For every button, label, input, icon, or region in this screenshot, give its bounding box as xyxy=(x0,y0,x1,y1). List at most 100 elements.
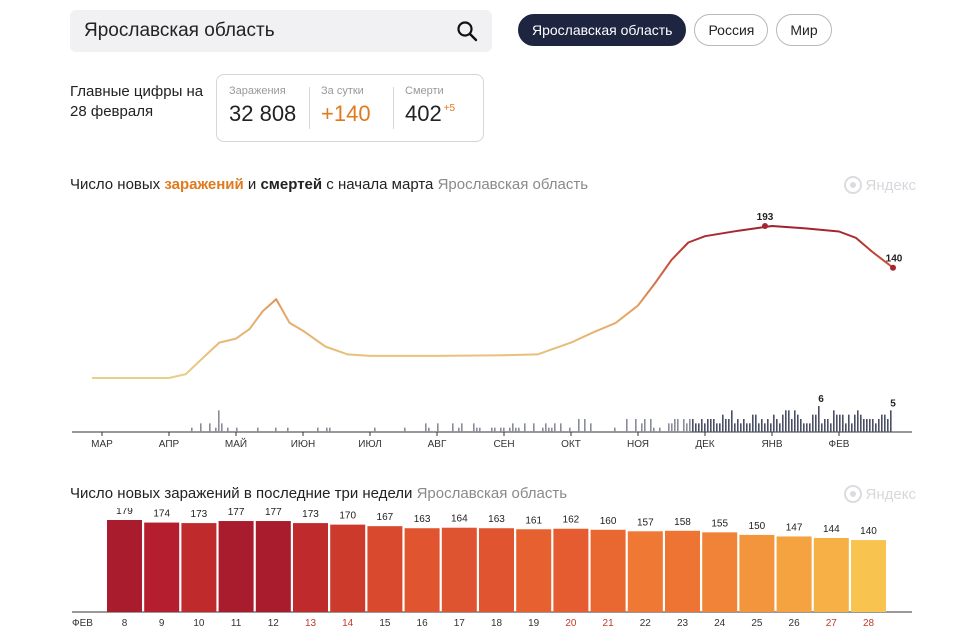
day-label: 10 xyxy=(193,618,205,629)
death-bar xyxy=(578,419,580,432)
day-label: 18 xyxy=(491,618,503,629)
stat-daily-label: За сутки xyxy=(321,85,364,97)
day-value-label: 155 xyxy=(711,518,728,529)
death-bar xyxy=(554,423,556,432)
day-value-label: 167 xyxy=(377,512,394,523)
death-bar xyxy=(545,423,547,432)
tab-russia[interactable]: Россия xyxy=(694,14,769,46)
day-value-label: 160 xyxy=(600,516,617,527)
x-tick-label: ФЕВ xyxy=(829,439,850,450)
death-bar xyxy=(287,427,289,432)
day-bar xyxy=(776,536,812,612)
day-bar xyxy=(144,522,180,612)
stat-deaths-delta: +5 xyxy=(443,103,456,114)
region-search-input[interactable]: Ярославская область xyxy=(70,10,492,52)
death-bar xyxy=(677,419,679,432)
chart1-title-part5: с начала марта xyxy=(322,176,434,193)
day-label: 28 xyxy=(863,618,875,629)
death-bar xyxy=(764,423,766,432)
brand-label: Яндекс xyxy=(865,176,916,194)
day-bar xyxy=(107,520,142,612)
chart1-title: Число новых заражений и смертей с начала… xyxy=(70,176,588,193)
death-bar xyxy=(326,427,328,432)
chart1-title-part1: Число новых xyxy=(70,176,165,193)
key-figures-title: Главные цифры на 28 февраля xyxy=(70,83,204,120)
death-bar xyxy=(650,419,652,432)
day-value-label: 173 xyxy=(302,509,319,520)
stat-deaths-value-wrap: 402 +5 xyxy=(405,101,483,127)
death-bar xyxy=(860,414,862,432)
death-bar xyxy=(458,427,460,432)
death-bar xyxy=(551,427,553,432)
brand-label: Яндекс xyxy=(865,485,916,503)
day-label: 14 xyxy=(342,618,354,629)
stat-daily-value: +140 xyxy=(321,101,371,126)
death-bar xyxy=(800,419,802,432)
death-bar xyxy=(710,419,712,432)
x-tick-label: АВГ xyxy=(428,439,447,450)
last-three-weeks-chart: ФЕВ 179 8 174 9 173 10 177 11 177 12 173 13 170 14 167 1… xyxy=(72,508,912,629)
death-bar xyxy=(728,419,730,432)
day-bar xyxy=(441,527,477,612)
tab-yaroslavl-region[interactable]: Ярославская область xyxy=(518,14,687,46)
day-bar xyxy=(218,521,254,612)
day-value-label: 158 xyxy=(674,517,691,528)
death-bar xyxy=(374,427,376,432)
death-bar xyxy=(221,423,223,432)
death-bar xyxy=(626,419,628,432)
death-bar xyxy=(794,410,796,432)
death-bar xyxy=(425,423,427,432)
death-bar xyxy=(215,427,217,432)
day-label: 16 xyxy=(417,618,429,629)
day-bar xyxy=(255,521,291,612)
death-bar xyxy=(236,427,238,432)
x-tick-label: ИЮН xyxy=(291,439,316,450)
chart1-title-infections: заражений xyxy=(164,176,244,193)
death-bar xyxy=(743,419,745,432)
day-bar xyxy=(665,530,700,612)
month-label: ФЕВ xyxy=(72,618,93,629)
death-bar xyxy=(833,410,835,432)
death-bar xyxy=(668,423,670,432)
death-bar xyxy=(461,423,463,432)
stat-deaths-value: 402 xyxy=(405,101,442,126)
death-bar xyxy=(731,410,733,432)
tab-world[interactable]: Мир xyxy=(776,14,832,46)
day-bar xyxy=(181,523,217,612)
day-bar xyxy=(330,524,366,612)
death-bar xyxy=(524,423,526,432)
death-bar xyxy=(740,423,742,432)
death-bar xyxy=(839,414,841,432)
death-bar xyxy=(569,427,571,432)
death-bar xyxy=(752,414,754,432)
death-bar xyxy=(692,419,694,432)
day-value-label: 163 xyxy=(488,514,505,525)
death-bar xyxy=(704,423,706,432)
last-point-marker xyxy=(890,264,896,271)
death-bar xyxy=(848,414,850,432)
day-value-label: 140 xyxy=(860,526,877,537)
day-value-label: 157 xyxy=(637,517,654,528)
day-value-label: 150 xyxy=(749,521,766,532)
day-bar xyxy=(367,526,403,612)
death-bar xyxy=(512,423,514,432)
death-bar xyxy=(689,419,691,432)
death-bar xyxy=(548,427,550,432)
day-bar xyxy=(293,523,328,612)
death-bar xyxy=(701,419,703,432)
death-bar xyxy=(641,423,643,432)
day-label: 22 xyxy=(640,618,652,629)
death-bar xyxy=(452,423,454,432)
chart1-title-part3: и xyxy=(243,176,261,193)
deaths-last-label: 5 xyxy=(890,398,896,409)
x-tick-label: МАЙ xyxy=(225,437,247,450)
day-value-label: 174 xyxy=(153,509,170,520)
death-bar xyxy=(560,423,562,432)
chart1-region: Ярославская область xyxy=(437,176,589,193)
death-bar xyxy=(872,419,874,432)
death-bar xyxy=(836,414,838,432)
key-figures-panel: Заражения 32 808 За сутки +140 Смерти 40… xyxy=(216,74,484,142)
death-bar xyxy=(755,414,757,432)
search-icon[interactable] xyxy=(456,20,478,42)
death-bar xyxy=(773,414,775,432)
